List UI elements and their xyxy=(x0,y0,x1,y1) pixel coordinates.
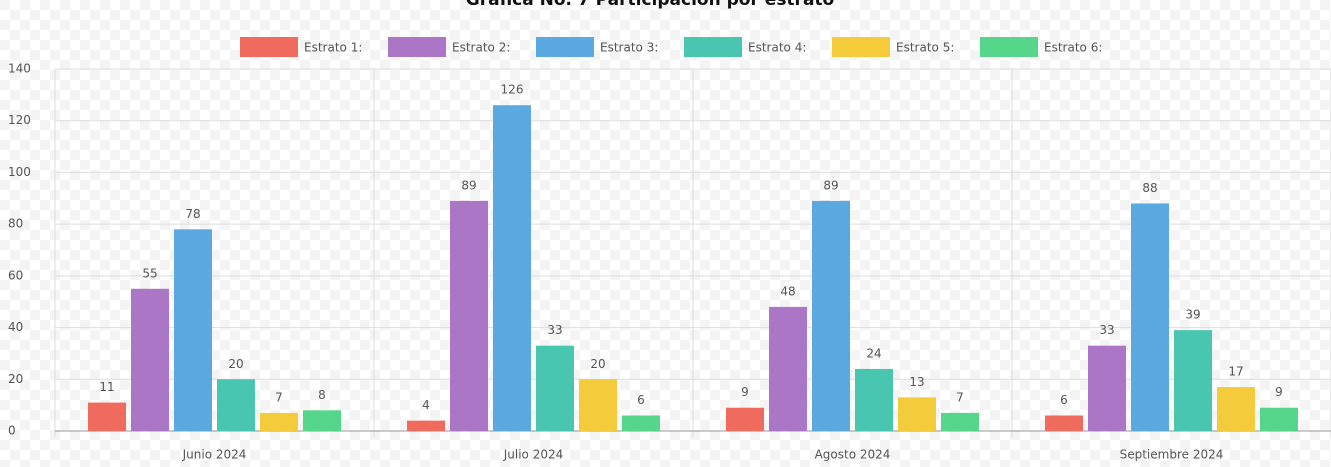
chart-title: Gráfica No. 7 Participación por estrato xyxy=(466,0,834,10)
legend-label: Estrato 6: xyxy=(1044,41,1102,55)
data-label: 7 xyxy=(956,390,964,404)
y-tick-label: 40 xyxy=(8,320,23,334)
data-label: 88 xyxy=(1142,181,1157,195)
data-label: 33 xyxy=(1099,323,1114,337)
data-label: 24 xyxy=(866,346,881,360)
data-label: 55 xyxy=(142,266,157,280)
data-label: 78 xyxy=(185,207,200,221)
bar xyxy=(1260,407,1298,431)
data-label: 20 xyxy=(590,357,605,371)
bar xyxy=(1088,345,1126,431)
x-tick-label: Septiembre 2024 xyxy=(1120,448,1224,462)
bar xyxy=(1045,415,1083,431)
data-label: 33 xyxy=(547,323,562,337)
bar xyxy=(941,412,979,431)
bar xyxy=(450,200,488,431)
bar xyxy=(579,379,617,431)
bar xyxy=(493,105,531,431)
data-label: 6 xyxy=(637,393,645,407)
data-label: 7 xyxy=(275,390,283,404)
legend-label: Estrato 2: xyxy=(452,41,510,55)
bar xyxy=(303,410,341,431)
legend-swatch xyxy=(388,37,446,57)
legend-swatch xyxy=(980,37,1038,57)
data-label: 48 xyxy=(780,284,795,298)
bar xyxy=(1131,203,1169,431)
bar xyxy=(260,412,298,431)
legend-swatch xyxy=(832,37,890,57)
data-label: 20 xyxy=(228,357,243,371)
data-label: 17 xyxy=(1228,365,1243,379)
legend-swatch xyxy=(536,37,594,57)
x-tick-label: Julio 2024 xyxy=(503,448,564,462)
data-label: 9 xyxy=(1275,385,1283,399)
data-label: 11 xyxy=(99,380,114,394)
legend-swatch xyxy=(684,37,742,57)
bar xyxy=(217,379,255,431)
bar xyxy=(855,368,893,431)
data-label: 8 xyxy=(318,388,326,402)
data-label: 89 xyxy=(823,178,838,192)
bar xyxy=(812,200,850,431)
y-tick-label: 140 xyxy=(8,62,31,76)
y-tick-label: 120 xyxy=(8,113,31,127)
data-label: 39 xyxy=(1185,308,1200,322)
bar xyxy=(726,407,764,431)
bar xyxy=(1174,330,1212,431)
bar xyxy=(131,288,169,431)
y-tick-label: 20 xyxy=(8,372,23,386)
data-label: 89 xyxy=(461,178,476,192)
bar xyxy=(1217,387,1255,431)
bar xyxy=(622,415,660,431)
legend-label: Estrato 5: xyxy=(896,41,954,55)
x-tick-label: Junio 2024 xyxy=(182,448,247,462)
y-tick-label: 80 xyxy=(8,217,23,231)
bar xyxy=(174,229,212,431)
x-tick-label: Agosto 2024 xyxy=(815,448,891,462)
data-label: 126 xyxy=(501,83,524,97)
data-label: 9 xyxy=(741,385,749,399)
bar xyxy=(536,345,574,431)
legend-swatch xyxy=(240,37,298,57)
bar xyxy=(769,306,807,431)
legend-label: Estrato 1: xyxy=(304,41,362,55)
y-tick-label: 0 xyxy=(8,424,16,438)
legend-label: Estrato 3: xyxy=(600,41,658,55)
data-label: 4 xyxy=(422,398,430,412)
y-tick-label: 60 xyxy=(8,268,23,282)
data-label: 6 xyxy=(1060,393,1068,407)
legend-label: Estrato 4: xyxy=(748,41,806,55)
bar xyxy=(88,402,126,431)
data-label: 13 xyxy=(909,375,924,389)
bar xyxy=(407,420,445,431)
y-tick-label: 100 xyxy=(8,165,31,179)
bar xyxy=(898,397,936,431)
